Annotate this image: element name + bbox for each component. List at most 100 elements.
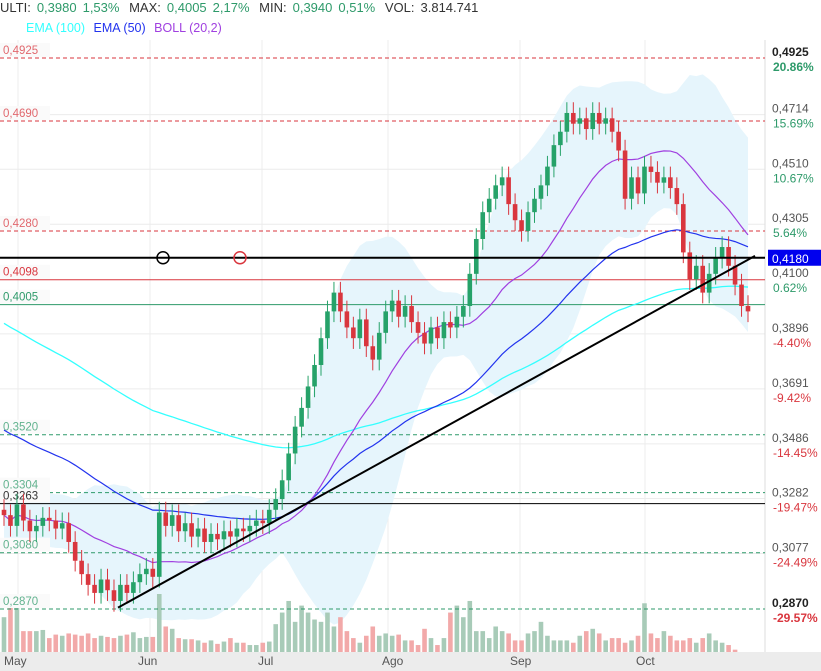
candle-body (27, 520, 33, 532)
volume-bar (661, 631, 667, 652)
candle-body (344, 311, 350, 328)
volume-bar (53, 634, 59, 652)
volume-bar (571, 642, 576, 652)
level-label: 0,4925 (3, 45, 38, 57)
candle-body (40, 517, 46, 526)
candle-body (642, 166, 647, 194)
candle-body (506, 177, 511, 205)
ema50-line (3, 229, 749, 520)
volume-bar (221, 641, 227, 652)
candle-body (254, 520, 259, 526)
candle-body (182, 523, 188, 532)
candle-body (21, 504, 26, 521)
volume-bar (454, 605, 460, 652)
volume-bar (156, 594, 162, 652)
time-axis: May Jun Jul Ago Sep Oct (0, 652, 821, 671)
candle-body (150, 568, 156, 577)
volume-bar (700, 638, 706, 652)
price-tick: 0,3896 (772, 321, 809, 335)
candle-body (719, 247, 725, 258)
candle-body (648, 166, 654, 172)
volume-bar (603, 640, 608, 652)
candle-body (454, 316, 460, 328)
price-tick: 0,4925 (772, 45, 809, 59)
legend-boll[interactable]: BOLL (20,2) (154, 21, 222, 35)
volume-bar (202, 642, 207, 652)
candle-body (396, 300, 401, 317)
volume-bar (182, 639, 188, 652)
volume-bar (79, 635, 84, 652)
vol-label: VOL: (384, 0, 415, 15)
candle-body (331, 292, 337, 312)
volume-bar (21, 631, 26, 652)
level-label-bg (0, 537, 50, 552)
candle-body (234, 528, 240, 537)
level-label-bg (0, 488, 50, 503)
volume-bar (590, 628, 596, 652)
volume-bar (8, 605, 13, 652)
candle-body (441, 322, 447, 339)
candle-body (609, 118, 615, 132)
level-label-bg (0, 594, 50, 608)
volume-bar (144, 636, 149, 652)
volume-bar (66, 633, 71, 652)
indicator-legend: EMA (100) EMA (50) BOLL (20,2) (26, 21, 222, 35)
pct-tick: -19.47% (773, 501, 818, 515)
legend-ema100[interactable]: EMA (100) (26, 21, 86, 35)
candle-body (525, 212, 531, 231)
volume-bar (635, 635, 641, 652)
legend-ema50[interactable]: EMA (50) (93, 21, 146, 35)
volume-bar (480, 631, 486, 652)
pct-tick: 10.67% (773, 171, 814, 185)
volume-bar (59, 635, 65, 652)
volume-bar (338, 617, 343, 652)
pct-tick: -9.42% (773, 391, 811, 405)
pct-tick: 5.64% (773, 226, 807, 240)
candle-body (241, 528, 246, 532)
level-label: 0,2870 (3, 596, 38, 608)
volume-bar (312, 619, 317, 652)
candle-body (545, 166, 550, 186)
volume-bar (344, 631, 350, 652)
candle-body (137, 574, 143, 583)
volume-bar (34, 631, 39, 652)
volume-bar (376, 635, 382, 652)
level-label-bg (0, 215, 50, 230)
candle-body (558, 131, 563, 146)
candle-body (92, 584, 97, 593)
volume-bar (228, 638, 233, 652)
volume-bar (325, 612, 330, 652)
trendline (117, 255, 756, 609)
volume-bar (92, 638, 97, 652)
candle-body (85, 574, 91, 585)
candle-body (299, 407, 304, 427)
x-tick-label: May (4, 654, 27, 668)
volume-bar (467, 600, 473, 652)
price-tick: 0,3282 (772, 486, 809, 500)
candle-body (376, 332, 382, 360)
candle-body (590, 112, 596, 130)
candle-body (402, 306, 408, 317)
max-value: 0,4005 (166, 0, 207, 15)
volume-bar (519, 640, 524, 652)
candle-body (144, 568, 149, 575)
candle-body (693, 265, 699, 280)
volume-bar (396, 634, 401, 652)
volume-bar (629, 640, 634, 652)
price-tick: 0,2870 (772, 596, 809, 610)
volume-bar (195, 640, 201, 652)
volume-bar (693, 642, 699, 652)
last-pct: 1,53% (82, 0, 120, 15)
candle-body (357, 319, 363, 339)
volume-bar (72, 634, 78, 652)
volume-bar (331, 626, 337, 652)
level-label: 0,3263 (3, 491, 38, 503)
level-label: 0,4098 (3, 267, 38, 279)
candle-body (98, 579, 104, 593)
candle-body (687, 252, 693, 280)
candle-body (571, 112, 576, 124)
candle-body (674, 188, 680, 205)
volume-bar (448, 612, 453, 652)
volume-bar (713, 640, 718, 652)
